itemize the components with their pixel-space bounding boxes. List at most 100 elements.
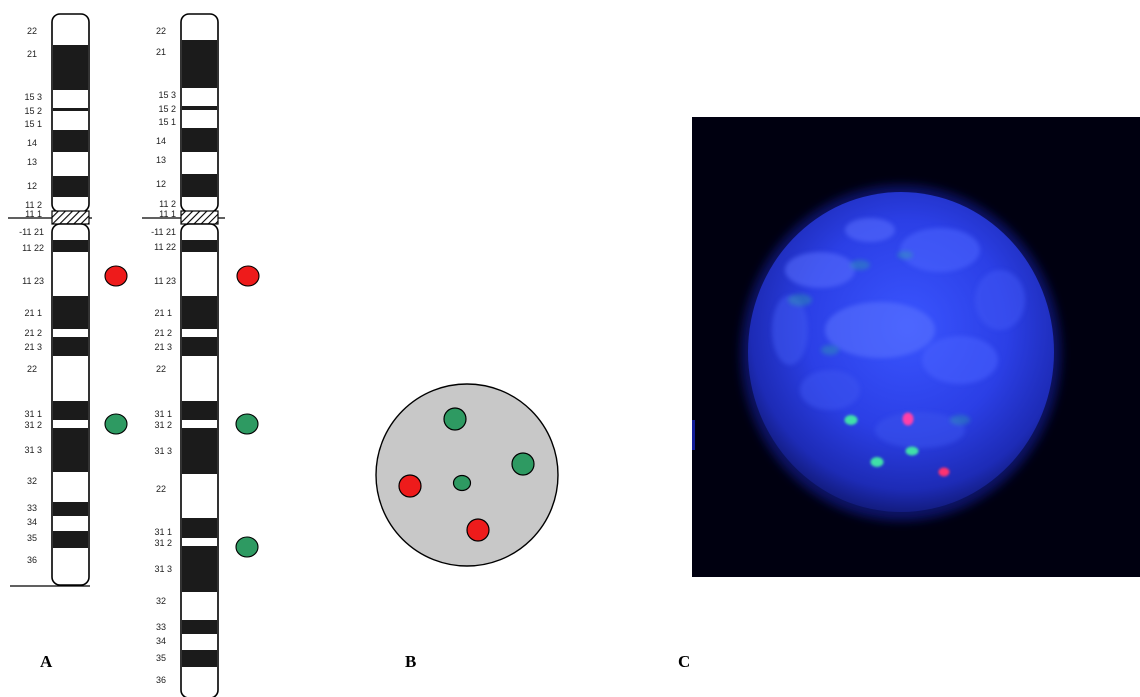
fish-micrograph — [692, 117, 1140, 577]
band-label: 31 2 — [154, 420, 172, 430]
dapi-texture — [772, 218, 1025, 448]
nucleus-schematic — [375, 383, 559, 567]
band-label: 32 — [156, 596, 166, 606]
band-label: 11 22 — [154, 242, 176, 252]
band-p14 — [53, 130, 88, 152]
band-label: 34 — [156, 636, 166, 646]
band-q31-3 — [182, 428, 217, 474]
band-label: -11 21 — [19, 227, 44, 237]
band-label: 11 22 — [22, 243, 44, 253]
band-q35 — [53, 531, 88, 548]
band-q11-22 — [182, 240, 217, 252]
band-q31-1-dup — [182, 518, 217, 538]
band-label: 33 — [156, 622, 166, 632]
band-p12 — [182, 174, 217, 197]
band-p21 — [53, 45, 88, 90]
red-fish-signal — [938, 467, 950, 477]
chromosome-normal: 22 21 15 3 15 2 15 1 14 13 12 11 2 11 1 … — [8, 13, 128, 587]
band-p12 — [53, 176, 88, 197]
band-label: 33 — [27, 503, 37, 513]
band-label: 32 — [27, 476, 37, 486]
red-probe-signal — [236, 265, 260, 287]
band-q11-22 — [53, 240, 88, 252]
band-p15-2 — [53, 108, 88, 111]
band-label: 15 2 — [158, 104, 176, 114]
band-p21 — [182, 40, 217, 88]
band-label: 21 — [156, 47, 166, 57]
green-fish-signal — [905, 446, 919, 456]
band-q31-1 — [53, 401, 88, 420]
band-label: 22 — [156, 26, 166, 36]
panel-label-a: A — [40, 652, 53, 671]
band-label: 14 — [27, 138, 37, 148]
band-label: 21 2 — [24, 328, 42, 338]
band-q21-3 — [182, 337, 217, 356]
band-label: 31 3 — [24, 445, 42, 455]
band-q33 — [182, 620, 217, 634]
band-label: 15 3 — [158, 90, 176, 100]
band-label: 31 1 — [154, 527, 172, 537]
green-probe-signal — [104, 413, 128, 435]
panel-label-c: C — [678, 652, 690, 671]
band-label: 31 3 — [154, 564, 172, 574]
band-q21-1 — [53, 296, 88, 329]
band-q21-3 — [53, 337, 88, 356]
band-label: 35 — [27, 533, 37, 543]
band-label: 11 23 — [154, 276, 176, 286]
band-label: 11 2 — [25, 200, 42, 210]
band-q31-3-dup — [182, 546, 217, 592]
green-probe-signal — [235, 536, 259, 558]
band-label: 34 — [27, 517, 37, 527]
band-label: 21 3 — [24, 342, 42, 352]
band-label: 31 1 — [24, 409, 42, 419]
green-probe-signal — [511, 452, 535, 476]
band-label: 11 1 — [159, 209, 176, 219]
band-p15-2 — [182, 106, 217, 110]
band-label: 11 1 — [25, 209, 42, 219]
green-fish-signal — [844, 415, 858, 425]
red-probe-signal — [398, 474, 422, 498]
band-label: 21 3 — [154, 342, 172, 352]
band-q31-3 — [53, 428, 88, 472]
centromere — [180, 210, 219, 225]
dapi-green-haze — [788, 251, 970, 425]
band-label: 31 2 — [154, 538, 172, 548]
band-label: 13 — [27, 157, 37, 167]
band-label: 21 — [27, 49, 37, 59]
band-q31-1 — [182, 401, 217, 420]
band-label: 35 — [156, 653, 166, 663]
band-label: 15 2 — [24, 106, 42, 116]
band-label: 31 2 — [24, 420, 42, 430]
band-q35 — [182, 650, 217, 667]
band-label: 22 — [27, 364, 37, 374]
green-probe-signal-small — [452, 474, 472, 492]
band-label: 36 — [27, 555, 37, 565]
band-label: 15 3 — [24, 92, 42, 102]
green-fish-signal — [870, 457, 884, 467]
centromere — [51, 210, 90, 225]
band-p14 — [182, 128, 217, 152]
chromosome-duplicated: 22 21 15 3 15 2 15 1 14 13 12 11 2 11 1 … — [142, 13, 260, 697]
band-label: 21 1 — [154, 308, 172, 318]
band-label: 11 23 — [22, 276, 44, 286]
band-label: 21 2 — [154, 328, 172, 338]
band-label: 13 — [156, 155, 166, 165]
band-label: 15 1 — [24, 119, 42, 129]
red-probe-signal — [466, 518, 490, 542]
band-q33 — [53, 502, 88, 516]
green-probe-signal — [443, 407, 467, 431]
band-label: 22 — [27, 26, 37, 36]
red-probe-signal — [104, 265, 128, 287]
green-probe-signal — [235, 413, 259, 435]
panel-label-b: B — [405, 652, 416, 671]
band-label: 21 1 — [24, 308, 42, 318]
band-label: 31 3 — [154, 446, 172, 456]
band-q21-1 — [182, 296, 217, 329]
nucleus-circle — [375, 383, 559, 567]
band-label: 22 — [156, 484, 166, 494]
band-label: 31 1 — [154, 409, 172, 419]
band-label: 12 — [156, 179, 166, 189]
band-label: 15 1 — [158, 117, 176, 127]
edge-glow — [692, 420, 695, 450]
